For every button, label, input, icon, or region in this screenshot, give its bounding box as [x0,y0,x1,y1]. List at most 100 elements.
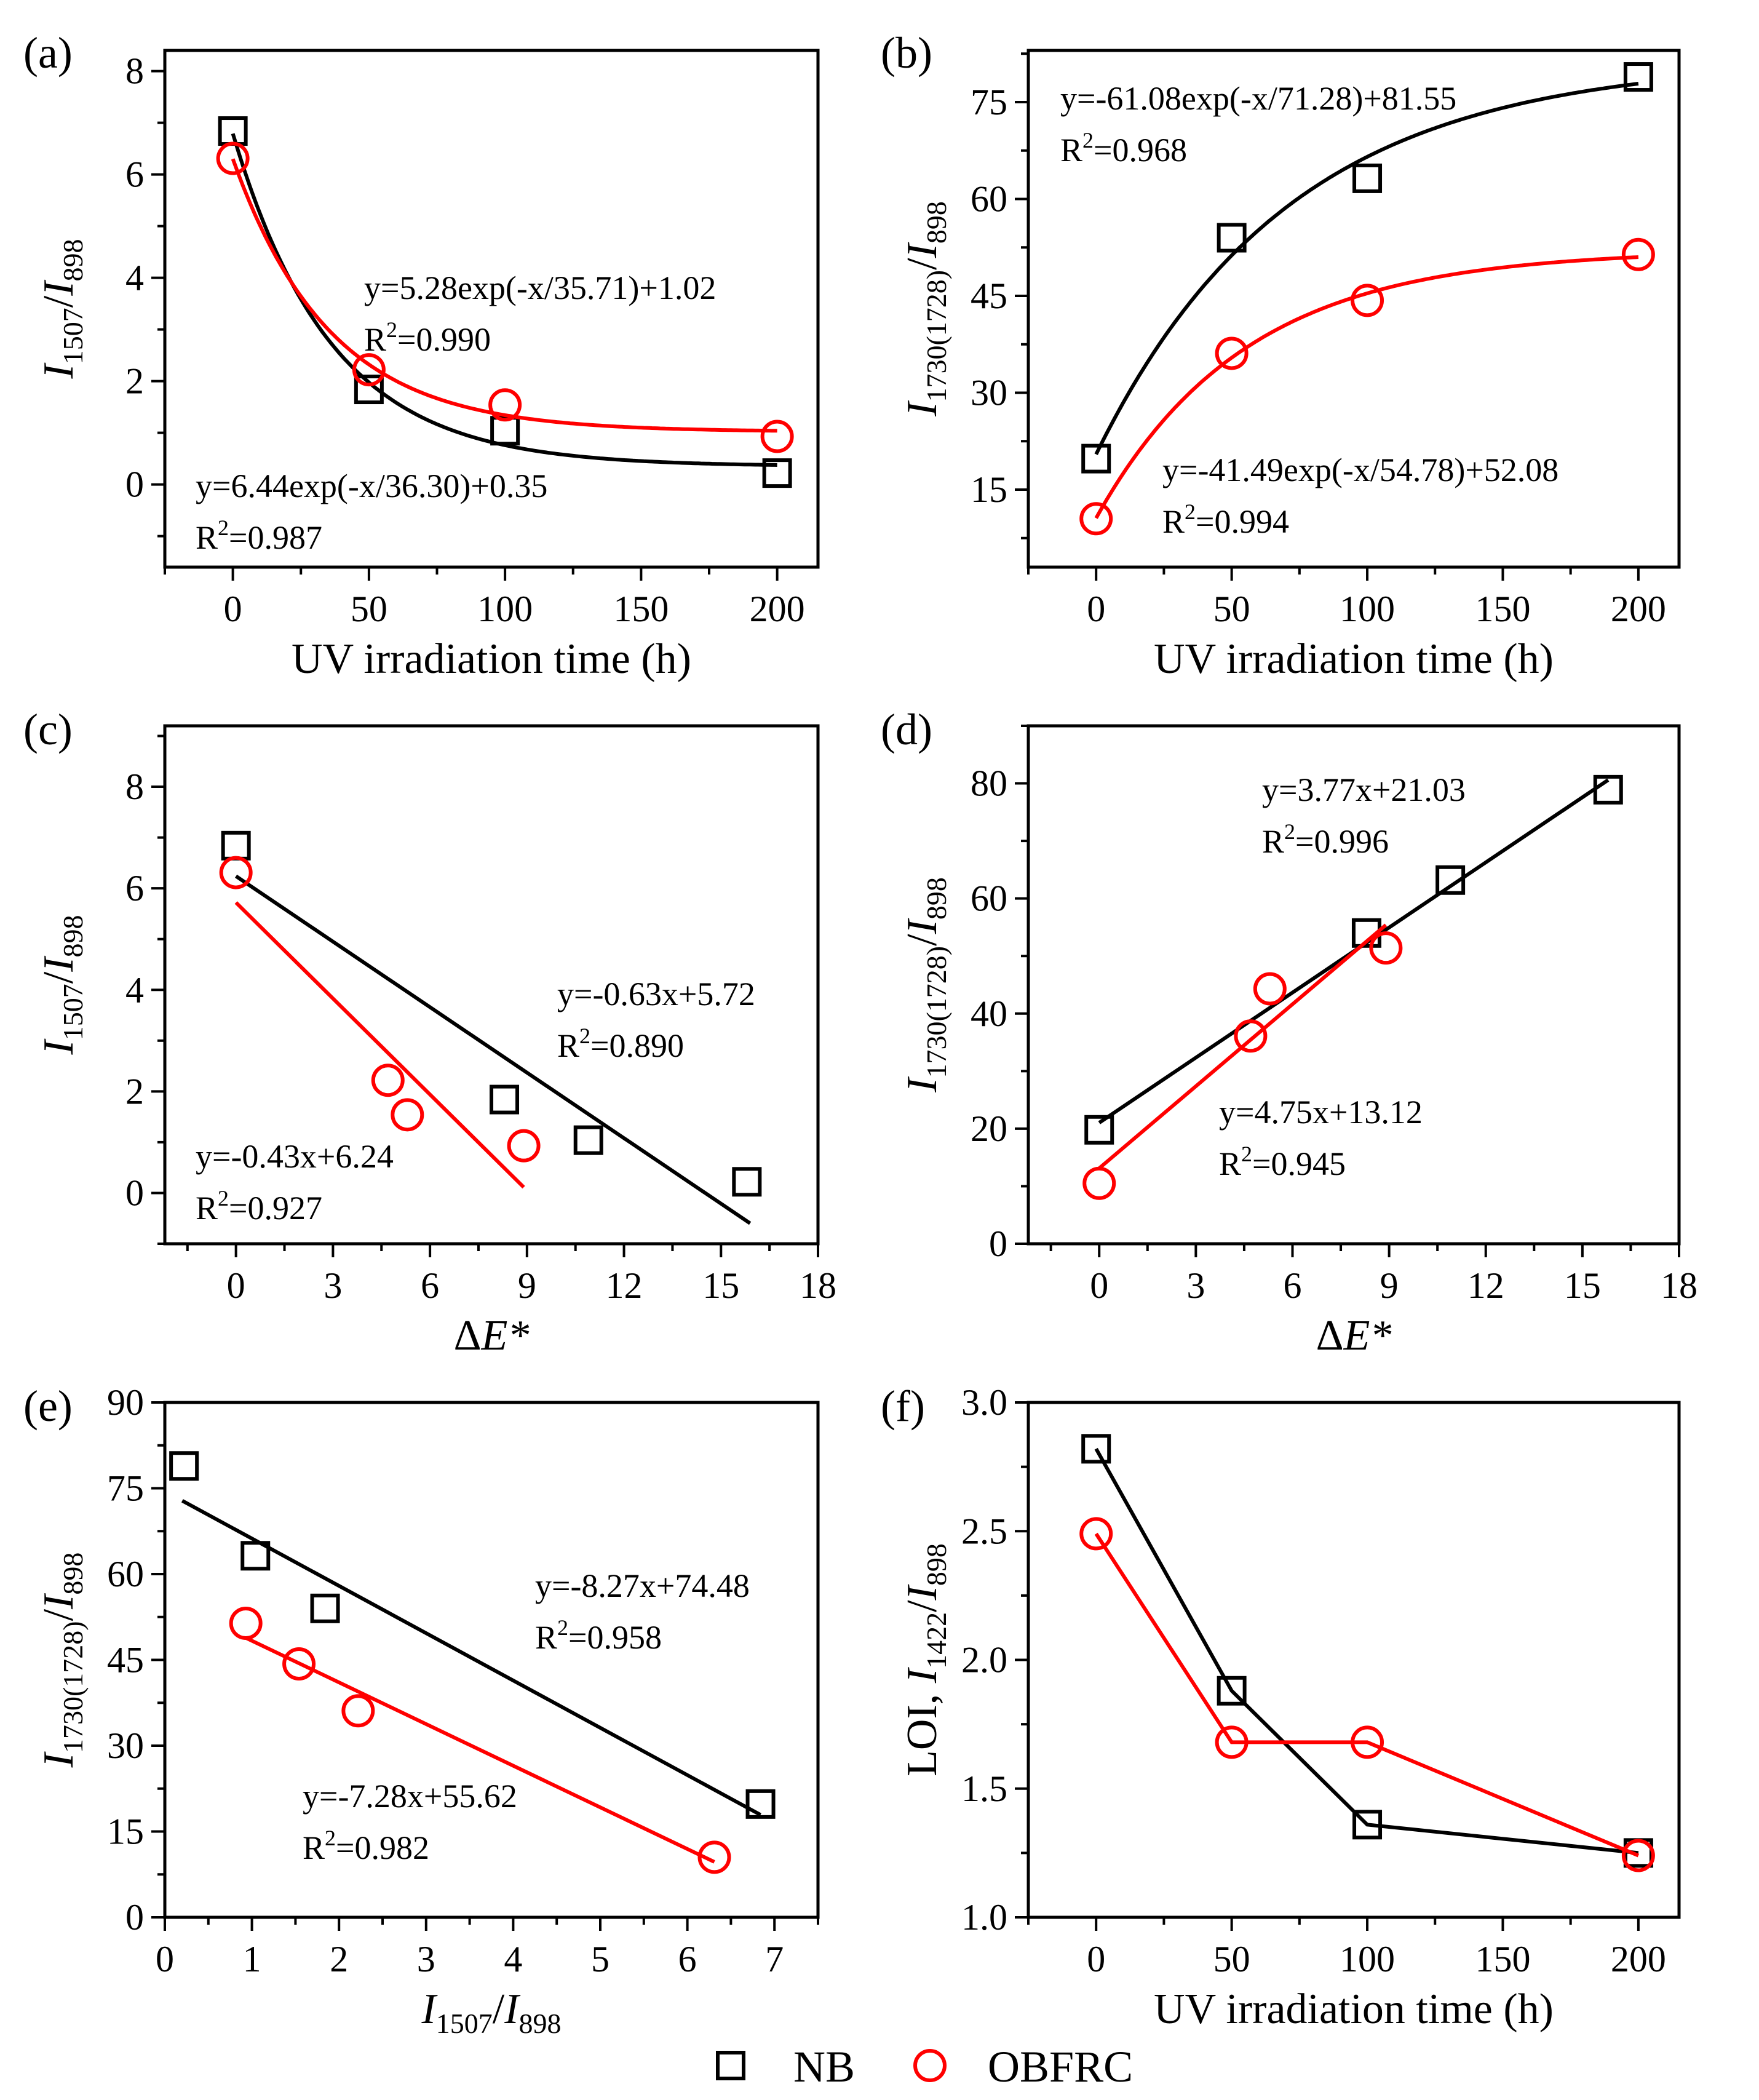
data-point [1084,1115,1114,1145]
fit-r2: R2=0.982 [303,1826,429,1866]
legend-label: NB [793,2042,855,2091]
panel-label: (b) [881,28,932,78]
y-axis-label: LOI, I1422/I898 [899,1543,952,1776]
x-tick-label: 0 [227,1265,245,1306]
panel-f: 0 50 100 150 200 1.0 1.5 2.0 2.5 3.0 UV irradiatio… [881,1382,1681,2033]
panel-label: (c) [23,705,73,754]
data-point [1082,1166,1116,1200]
series-nb: y=-0.43x+6.24 R2=0.927 [196,830,762,1227]
fit-equation: y=-61.08exp(-x/71.28)+81.55 [1060,80,1456,117]
plot-frame [163,49,820,569]
data-point [1593,774,1623,805]
panel-label: (a) [23,28,73,78]
x-tick-label: 15 [1564,1265,1601,1306]
plot-frame [1026,724,1681,1246]
data-point [573,1125,603,1155]
y-tick-label: 45 [971,276,1007,316]
data-point [1079,1517,1113,1551]
x-tick-label: 100 [477,589,533,629]
x-tick-label: 3 [417,1939,435,1979]
series-line [1094,1447,1639,1855]
y-tick-label: 2 [125,1071,144,1112]
data-point [1621,1839,1655,1872]
panel-e: 0 1 2 3 4 5 6 70153045607590I1507/I898I1730(172… [23,1382,820,2039]
x-tick-label: 6 [1283,1265,1301,1306]
y-tick-label: 60 [107,1554,144,1594]
x-tick-label: 150 [613,589,669,629]
x-tick-label: 2 [330,1939,348,1979]
x-tick-label: 6 [421,1265,439,1306]
y-tick-label: 75 [107,1468,144,1509]
x-tick-label: 0 [1090,1265,1108,1306]
x-tick-label: 200 [1611,589,1666,629]
y-tick-label: 1.5 [961,1768,1007,1809]
fit-line [231,158,777,433]
x-tick-label: 200 [1611,1939,1666,1979]
data-point [371,1064,405,1097]
y-axis-label: I1730(1728)/I898 [899,877,952,1093]
x-tick-label: 100 [1340,1939,1395,1979]
legend: NB OBFRC [716,2042,1133,2091]
fit-r2: R2=0.990 [364,317,491,358]
y-tick-label: 0 [125,464,144,505]
fit-equation: y=-8.27x+74.48 [535,1567,750,1604]
data-point [1623,62,1653,92]
legend-item-nb: NB [716,2042,855,2091]
x-tick-label: 0 [224,589,242,629]
data-point [1351,284,1384,317]
y-axis-label: I1730(1728)/I898 [899,201,952,417]
fit-r2: R2=0.927 [196,1186,322,1227]
x-tick-label: 7 [765,1939,784,1979]
data-point [490,416,520,446]
fit-r2: R2=0.945 [1219,1142,1346,1182]
data-point [240,1541,271,1571]
y-tick-label: 60 [971,878,1007,919]
data-point [762,458,792,488]
data-point [488,388,522,422]
fit-line [1094,82,1639,455]
plot-frame [1026,49,1681,569]
fit-equation: y=4.75x+13.12 [1219,1094,1423,1131]
data-point [745,1789,776,1819]
data-point [490,1084,520,1115]
panel-label: (f) [881,1382,925,1431]
x-tick-label: 4 [504,1939,522,1979]
x-tick-label: 3 [324,1265,342,1306]
data-point [1621,237,1655,271]
x-tick-label: 50 [1213,1939,1250,1979]
legend-item-obfrc: OBFRC [913,2042,1133,2091]
fit-line [234,901,525,1189]
panel-c: 0 3 6 9 12 15 18 0 2 4 6 8 ΔE* I1507/I898 (c) y=-0.43x+… [23,705,836,1359]
y-axis-label: I1507/I898 [35,239,89,379]
y-tick-label: 75 [971,82,1007,122]
x-axis-label: I1507/I898 [421,1986,561,2039]
x-tick-label: 15 [702,1265,739,1306]
fit-line [234,874,752,1225]
series-nb: y=6.44exp(-x/36.30)+0.35 R2=0.987 [196,116,792,556]
panel-d: 0 3 6 9 12 15 18 0 20 40 60 80 ΔE* I1730(1728)/I898 (d… [881,705,1697,1359]
y-tick-label: 30 [107,1725,144,1766]
fit-equation: y=-7.28x+55.62 [303,1778,517,1815]
series-obfrc: y=-0.63x+5.72 R2=0.890 [219,856,755,1189]
y-tick-label: 0 [125,1172,144,1213]
series-obfrc: y=5.28exp(-x/35.71)+1.02 R2=0.990 [216,141,794,453]
x-axis-label: UV irradiation time (h) [1154,1986,1554,2033]
y-tick-label: 4 [125,258,144,298]
data-point [221,830,251,861]
data-point [1215,1725,1249,1759]
x-tick-label: 200 [750,589,805,629]
fit-line [181,1499,761,1817]
x-tick-label: 150 [1475,589,1530,629]
y-tick-label: 90 [107,1382,144,1423]
y-tick-label: 15 [971,469,1007,510]
data-point [732,1167,762,1197]
x-tick-label: 0 [1087,1939,1105,1979]
series-obfrc: y=4.75x+13.12 R2=0.945 [1082,923,1423,1200]
fit-equation: y=6.44exp(-x/36.30)+0.35 [196,467,547,504]
legend-marker [913,2049,947,2082]
data-point [1352,1810,1383,1840]
y-tick-label: 15 [107,1812,144,1852]
data-point [507,1129,541,1163]
data-point [1234,1019,1268,1053]
x-axis-label: ΔE* [1316,1312,1392,1359]
